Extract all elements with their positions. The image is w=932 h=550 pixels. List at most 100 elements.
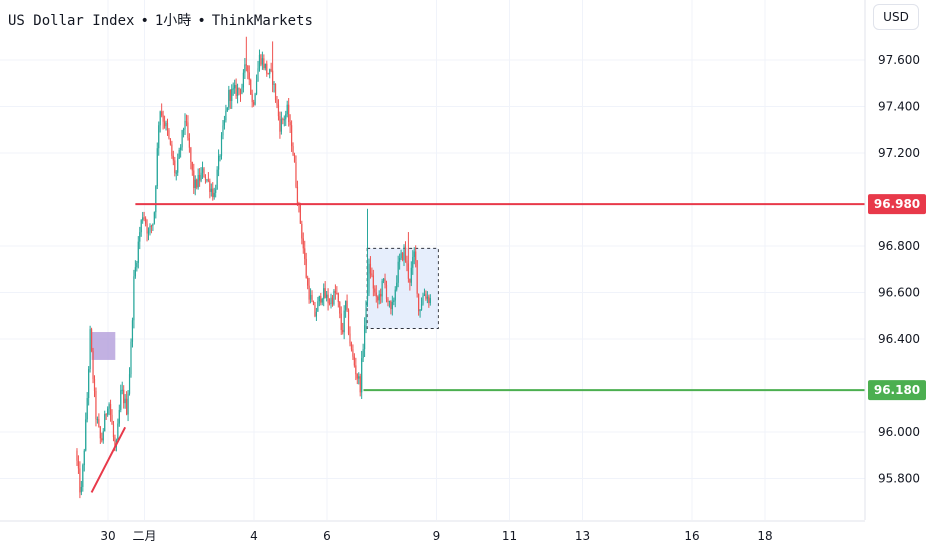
candle-body [99, 426, 101, 439]
candle-body [309, 294, 312, 300]
candle-body [146, 223, 148, 234]
candle-body [251, 94, 253, 103]
candle-body [250, 79, 252, 95]
candle-body [79, 468, 81, 493]
candle-body [137, 241, 139, 263]
candle-body [159, 111, 161, 126]
candle-body [342, 329, 344, 333]
candle-body [76, 450, 78, 461]
candle-body [318, 295, 320, 302]
candle-body [362, 349, 364, 359]
candle-body [323, 288, 325, 299]
candle-body [311, 294, 313, 302]
candle-body [182, 129, 185, 131]
candle-body [399, 258, 401, 262]
candle-body [308, 285, 310, 300]
candle-body [212, 188, 214, 198]
candle-body [333, 290, 335, 305]
candle-body [248, 72, 250, 80]
candle-body [340, 313, 342, 330]
candle-body [231, 89, 233, 101]
candle-body [429, 298, 431, 304]
candle-body [247, 65, 249, 73]
candle-body [191, 161, 193, 171]
candle-body [328, 303, 331, 305]
candle-body [273, 83, 275, 85]
candle-body [396, 282, 398, 290]
candle-body [390, 301, 392, 310]
candle-body [217, 155, 220, 170]
candle-body [269, 69, 271, 75]
currency-button[interactable]: USD [873, 4, 919, 30]
candle-body [161, 111, 163, 116]
candle-body [127, 393, 129, 415]
candle-body [290, 125, 293, 147]
candle-body [178, 149, 180, 159]
support-price-tag [868, 380, 926, 401]
candle-body [222, 125, 224, 136]
candle-body [385, 284, 388, 299]
x-tick-label: 4 [250, 529, 258, 543]
candle-body [86, 398, 88, 420]
y-tick-label: 97.600 [878, 53, 920, 67]
candle-body [393, 300, 395, 302]
candle-body [413, 251, 415, 257]
candle-body [143, 217, 145, 219]
x-tick-label: 13 [575, 529, 590, 543]
price-axis[interactable]: 97.600 97.400 97.200 96.800 96.600 96.400 96.0… [878, 53, 920, 486]
candle-body [194, 179, 196, 189]
candle-body [286, 104, 288, 115]
candle-body [314, 305, 316, 317]
support-price-label: 96.180 [874, 383, 920, 397]
candle-body [258, 55, 261, 69]
candle-body [89, 329, 91, 370]
candle-body [261, 58, 263, 65]
candle-body [193, 170, 195, 189]
candle-body [197, 175, 199, 188]
candle-body [419, 309, 421, 312]
drawn-lines [90, 203, 865, 493]
overlays [91, 247, 439, 360]
candle-body [264, 63, 266, 69]
candle-body [349, 333, 351, 344]
title-separator: • [140, 13, 149, 29]
candle-body [133, 276, 135, 321]
x-tick-label: 16 [684, 529, 699, 543]
candle-body [312, 301, 315, 306]
candle-body [324, 288, 326, 298]
candle-body [356, 374, 358, 379]
candle-body [107, 408, 109, 415]
candle-body [204, 176, 207, 180]
candle-body [334, 290, 336, 293]
candle-body [292, 146, 294, 155]
time-axis[interactable]: 30 二月 4 6 9 11 13 16 18 [100, 529, 772, 543]
candle-body [216, 169, 218, 190]
candle-body [239, 89, 242, 94]
candle-body [352, 349, 354, 357]
candle-body [339, 302, 341, 314]
candle-body [326, 294, 328, 298]
candle-body [209, 180, 211, 192]
y-tick-label: 95.800 [878, 472, 920, 486]
candle-body [111, 414, 113, 425]
candle-body [272, 70, 274, 85]
candle-body [346, 300, 348, 310]
candle-body [130, 341, 132, 375]
candle-body [425, 294, 427, 299]
candle-body [241, 87, 243, 94]
candle-body [285, 114, 287, 120]
candle-body [412, 256, 414, 268]
candle-body [301, 223, 303, 239]
candle-body [336, 292, 338, 294]
candle-body [345, 300, 347, 311]
candle-body [369, 263, 372, 274]
x-tick-label: 6 [323, 529, 331, 543]
candle-body [327, 294, 329, 304]
candle-body [199, 175, 201, 181]
candle-body [226, 107, 228, 111]
candle-body [337, 293, 339, 303]
candle-body [305, 258, 307, 278]
candle-body [181, 130, 183, 148]
candle-body [150, 225, 153, 227]
